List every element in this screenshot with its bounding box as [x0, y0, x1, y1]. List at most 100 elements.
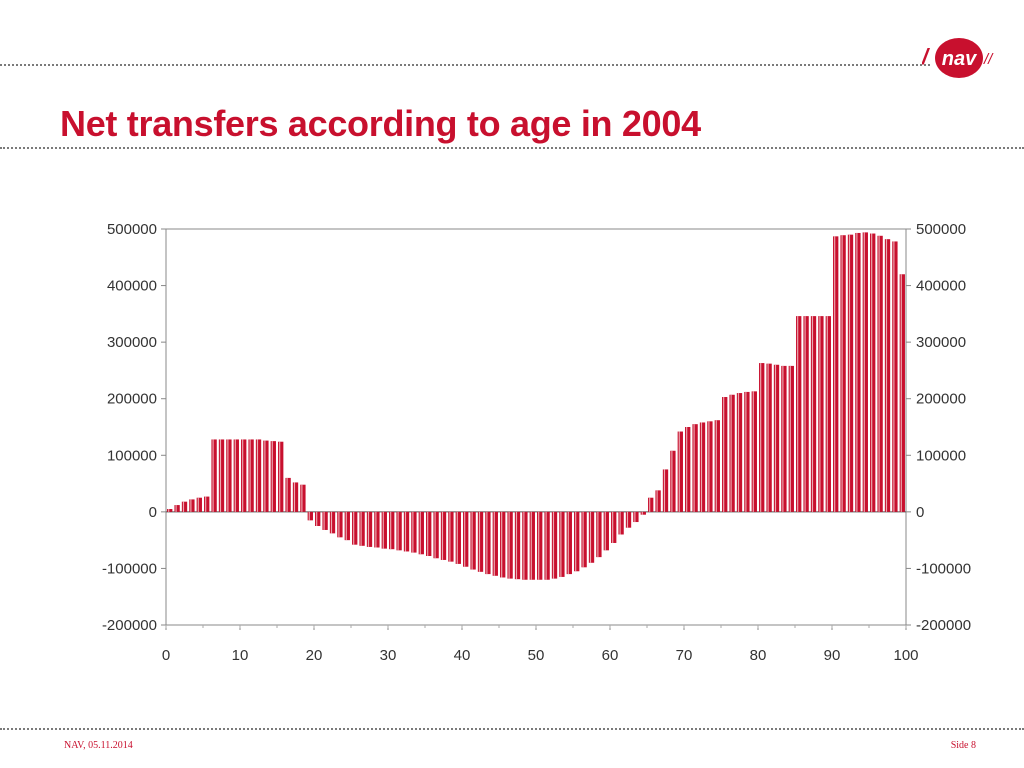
bar-fill [603, 511, 609, 551]
bar-fill [463, 511, 469, 567]
bar-highlight [205, 496, 207, 512]
bar-highlight [626, 511, 629, 528]
bar-fill [833, 236, 839, 512]
bar-fill [189, 499, 195, 512]
bar-highlight [545, 511, 547, 580]
bar-highlight [885, 239, 888, 512]
bar-fill [285, 477, 291, 512]
bar-highlight [774, 364, 777, 512]
bar-age-27 [366, 511, 373, 547]
bar-highlight [612, 511, 614, 543]
y-tick-label-right: 0 [916, 504, 924, 521]
bar-age-38 [448, 511, 454, 562]
bar-age-60 [611, 511, 617, 543]
bar-age-56 [581, 511, 587, 568]
bar-age-5 [204, 496, 210, 512]
bar-highlight [789, 365, 791, 512]
bar-fill [226, 439, 232, 512]
bar-highlight [338, 511, 340, 538]
bar-highlight [427, 511, 429, 556]
footer-dotted-divider [0, 728, 1024, 730]
bar-age-15 [278, 441, 284, 512]
bar-age-70 [685, 427, 691, 512]
bar-fill [588, 511, 595, 563]
y-axis-left: 500000 400000 300000 200000 100000 0 -100000 -2… [102, 221, 166, 634]
bar-age-83 [781, 365, 787, 512]
bar-fill [477, 511, 484, 572]
bar-fill [544, 511, 550, 580]
y-tick-label-right: 300000 [916, 334, 966, 351]
y-tick-label-left: -200000 [102, 617, 157, 634]
bar-highlight [367, 511, 370, 547]
x-tick-label: 60 [602, 647, 619, 664]
bar-fill [877, 235, 883, 512]
bar-age-99 [899, 274, 905, 512]
bar-fill [470, 511, 476, 570]
bar-age-80 [759, 363, 765, 512]
bar-age-53 [559, 511, 565, 577]
bar-age-2 [181, 501, 188, 512]
bar-fill [211, 439, 217, 512]
bar-highlight [345, 511, 347, 541]
bar-age-91 [840, 235, 846, 512]
bar-age-10 [241, 439, 247, 512]
bar-highlight [456, 511, 458, 564]
bar-highlight [271, 441, 273, 512]
bar-age-89 [825, 316, 831, 512]
bar-age-18 [300, 484, 306, 512]
bar-highlight [560, 511, 562, 577]
bar-age-65 [648, 497, 654, 512]
bar-fill [729, 394, 735, 512]
bar-fill [847, 234, 854, 512]
bar-fill [537, 511, 543, 580]
bar-highlight [878, 235, 880, 512]
y-tick-label-left: 500000 [107, 221, 157, 238]
bar-age-62 [625, 511, 632, 528]
bar-fill [670, 450, 676, 512]
bar-fill [403, 511, 410, 552]
bar-age-97 [884, 239, 891, 512]
bar-fill [899, 274, 905, 512]
bar-highlight [249, 439, 251, 512]
y-axis-right: 500000 400000 300000 200000 100000 0 -100000 -2… [906, 221, 971, 634]
bar-fill [618, 511, 624, 535]
bar-age-75 [722, 397, 728, 512]
bar-highlight [434, 511, 436, 559]
bar-age-67 [662, 469, 669, 512]
bar-fill [781, 365, 787, 512]
logo-ellipse [935, 38, 983, 78]
bar-highlight [382, 511, 384, 549]
nav-logo: / nav // [921, 28, 1012, 82]
bar-highlight [301, 484, 303, 512]
bar-fill [440, 511, 447, 560]
bar-fill [766, 363, 772, 512]
y-tick-label-left: 200000 [107, 391, 157, 408]
logo-slash-left: / [922, 44, 931, 69]
bar-fill [278, 441, 284, 512]
bar-fill [566, 511, 572, 575]
title-dotted-divider [0, 147, 1024, 149]
bar-fill [862, 232, 868, 512]
x-tick-label: 40 [454, 647, 471, 664]
bar-highlight [538, 511, 540, 580]
bar-age-98 [892, 241, 898, 512]
bar-fill [744, 391, 750, 512]
bar-highlight [478, 511, 481, 572]
bar-highlight [256, 439, 259, 512]
bar-age-4 [196, 497, 202, 512]
bar-age-21 [322, 511, 328, 530]
bar-age-46 [507, 511, 513, 579]
bar-highlight [197, 497, 199, 512]
bar-highlight [175, 505, 177, 512]
x-tick-label: 0 [162, 647, 170, 664]
bar-age-3 [189, 499, 195, 512]
bar-highlight [360, 511, 362, 546]
bar-highlight [316, 511, 318, 526]
bar-highlight [700, 422, 703, 512]
bar-highlight [279, 441, 281, 512]
bar-highlight [767, 363, 769, 512]
bar-highlight [856, 232, 858, 512]
bar-highlight [493, 511, 495, 576]
bar-fill [337, 511, 343, 538]
bar-highlight [234, 439, 236, 512]
